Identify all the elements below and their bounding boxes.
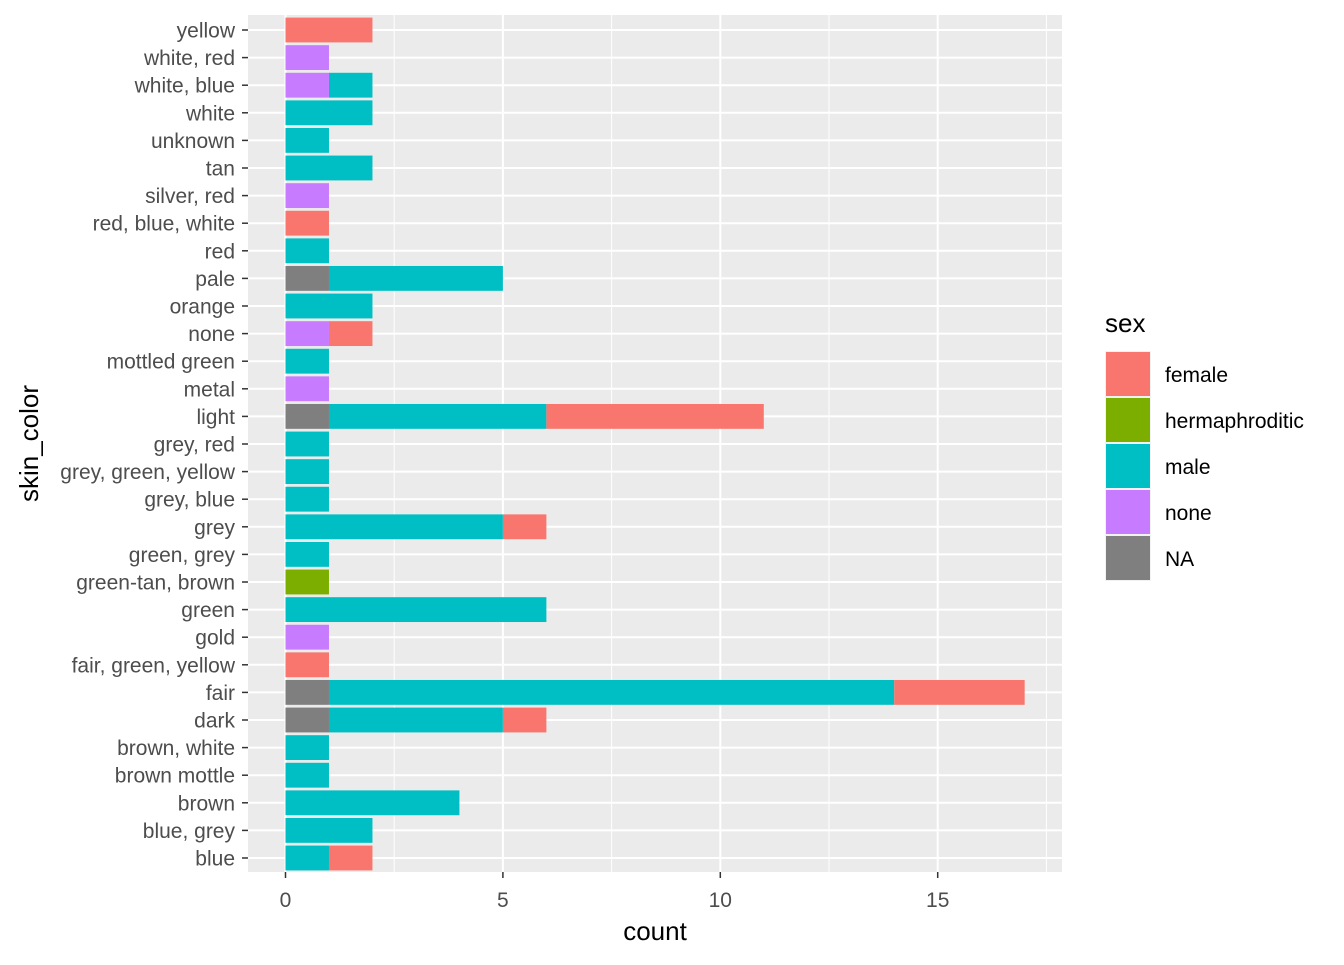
y-tick-label: blue: [195, 848, 235, 871]
y-tick-label: grey, red: [154, 434, 235, 457]
legend: sex female hermaphroditic male none NA: [1105, 308, 1304, 581]
y-tick-label: green-tan, brown: [76, 572, 235, 595]
y-tick-label: pale: [195, 268, 235, 291]
bar-segment: [285, 817, 373, 843]
bar-segment: [285, 210, 329, 236]
y-tick-label: red: [205, 240, 235, 263]
grid-layer: [248, 15, 1062, 872]
x-tick-label: 0: [280, 889, 292, 912]
legend-swatch: [1106, 490, 1150, 534]
bar-segment: [285, 514, 503, 540]
y-tick-label: green: [181, 599, 235, 622]
x-tick-label: 15: [926, 889, 949, 912]
bar-segment: [546, 403, 764, 429]
bar-segment: [502, 514, 547, 540]
legend-label: hermaphroditic: [1165, 410, 1304, 433]
bar-segment: [285, 127, 329, 153]
legend-swatch: [1106, 398, 1150, 442]
bar-segment: [285, 569, 329, 595]
y-tick-label: blue, grey: [143, 820, 236, 843]
bar-layer: [285, 17, 1025, 871]
bar-segment: [285, 321, 329, 347]
x-tick-label: 10: [709, 889, 732, 912]
y-tick-label: brown, white: [117, 737, 235, 760]
y-tick-label: white, red: [143, 47, 235, 70]
x-tick-label: 5: [497, 889, 509, 912]
y-tick-label: dark: [194, 710, 235, 733]
bar-segment: [894, 679, 1025, 705]
bar-segment: [285, 652, 329, 678]
y-tick-label: grey: [194, 516, 235, 539]
bar-segment: [285, 762, 329, 788]
y-axis: blue blue, grey brown brown mottle brown, wh…: [60, 20, 248, 871]
bar-segment: [285, 100, 373, 126]
y-tick-label: green, grey: [129, 544, 236, 567]
y-tick-label: brown: [178, 792, 235, 815]
y-tick-label: light: [196, 406, 235, 429]
legend-label: female: [1165, 364, 1228, 387]
y-tick-label: fair: [206, 682, 235, 705]
bar-segment: [328, 845, 373, 871]
bar-segment: [285, 735, 329, 761]
bar-segment: [285, 624, 329, 650]
y-tick-label: white, blue: [134, 75, 235, 98]
y-tick-label: grey, blue: [144, 489, 235, 512]
y-tick-label: red, blue, white: [93, 213, 235, 236]
bar-segment: [285, 679, 329, 705]
bar-segment: [328, 403, 547, 429]
bar-segment: [285, 155, 373, 181]
bar-segment: [328, 72, 373, 98]
bar-segment: [328, 707, 503, 733]
legend-label: none: [1165, 502, 1212, 525]
y-tick-label: metal: [184, 378, 235, 401]
bar-segment: [285, 238, 329, 264]
bar-segment: [285, 376, 329, 402]
bar-segment: [285, 790, 460, 816]
y-tick-label: none: [188, 323, 235, 346]
bar-segment: [285, 348, 329, 374]
y-axis-title: skin_color: [14, 385, 44, 502]
legend-swatch: [1106, 536, 1150, 580]
y-tick-label: gold: [195, 627, 235, 650]
legend-swatch: [1106, 352, 1150, 396]
bar-segment: [328, 679, 895, 705]
y-tick-label: orange: [170, 296, 235, 319]
bar-segment: [328, 321, 373, 347]
y-tick-label: mottled green: [107, 351, 235, 374]
bar-segment: [285, 845, 329, 871]
y-tick-label: silver, red: [145, 185, 235, 208]
bar-segment: [328, 265, 503, 291]
bar-segment: [285, 45, 329, 71]
y-tick-label: fair, green, yellow: [72, 654, 236, 677]
bar-segment: [285, 72, 329, 98]
bar-segment: [285, 293, 373, 319]
bar-segment: [285, 707, 329, 733]
bar-segment: [285, 431, 329, 457]
bar-segment: [285, 183, 329, 209]
legend-label: NA: [1165, 548, 1194, 571]
bar-segment: [285, 597, 547, 623]
bar-segment: [285, 541, 329, 567]
bar-segment: [285, 265, 329, 291]
legend-label: male: [1165, 456, 1211, 479]
bar-segment: [285, 486, 329, 512]
y-tick-label: tan: [206, 158, 235, 181]
y-tick-label: white: [185, 102, 235, 125]
y-tick-label: yellow: [177, 20, 236, 43]
x-axis: 0 5 10 15: [280, 872, 949, 912]
bar-segment: [285, 17, 373, 43]
x-axis-title: count: [623, 916, 687, 946]
y-tick-label: grey, green, yellow: [60, 461, 236, 484]
bar-segment: [502, 707, 547, 733]
legend-title: sex: [1105, 308, 1145, 338]
y-tick-label: brown mottle: [115, 765, 235, 788]
legend-swatch: [1106, 444, 1150, 488]
bar-segment: [285, 459, 329, 485]
bar-segment: [285, 403, 329, 429]
y-tick-label: unknown: [151, 130, 235, 153]
